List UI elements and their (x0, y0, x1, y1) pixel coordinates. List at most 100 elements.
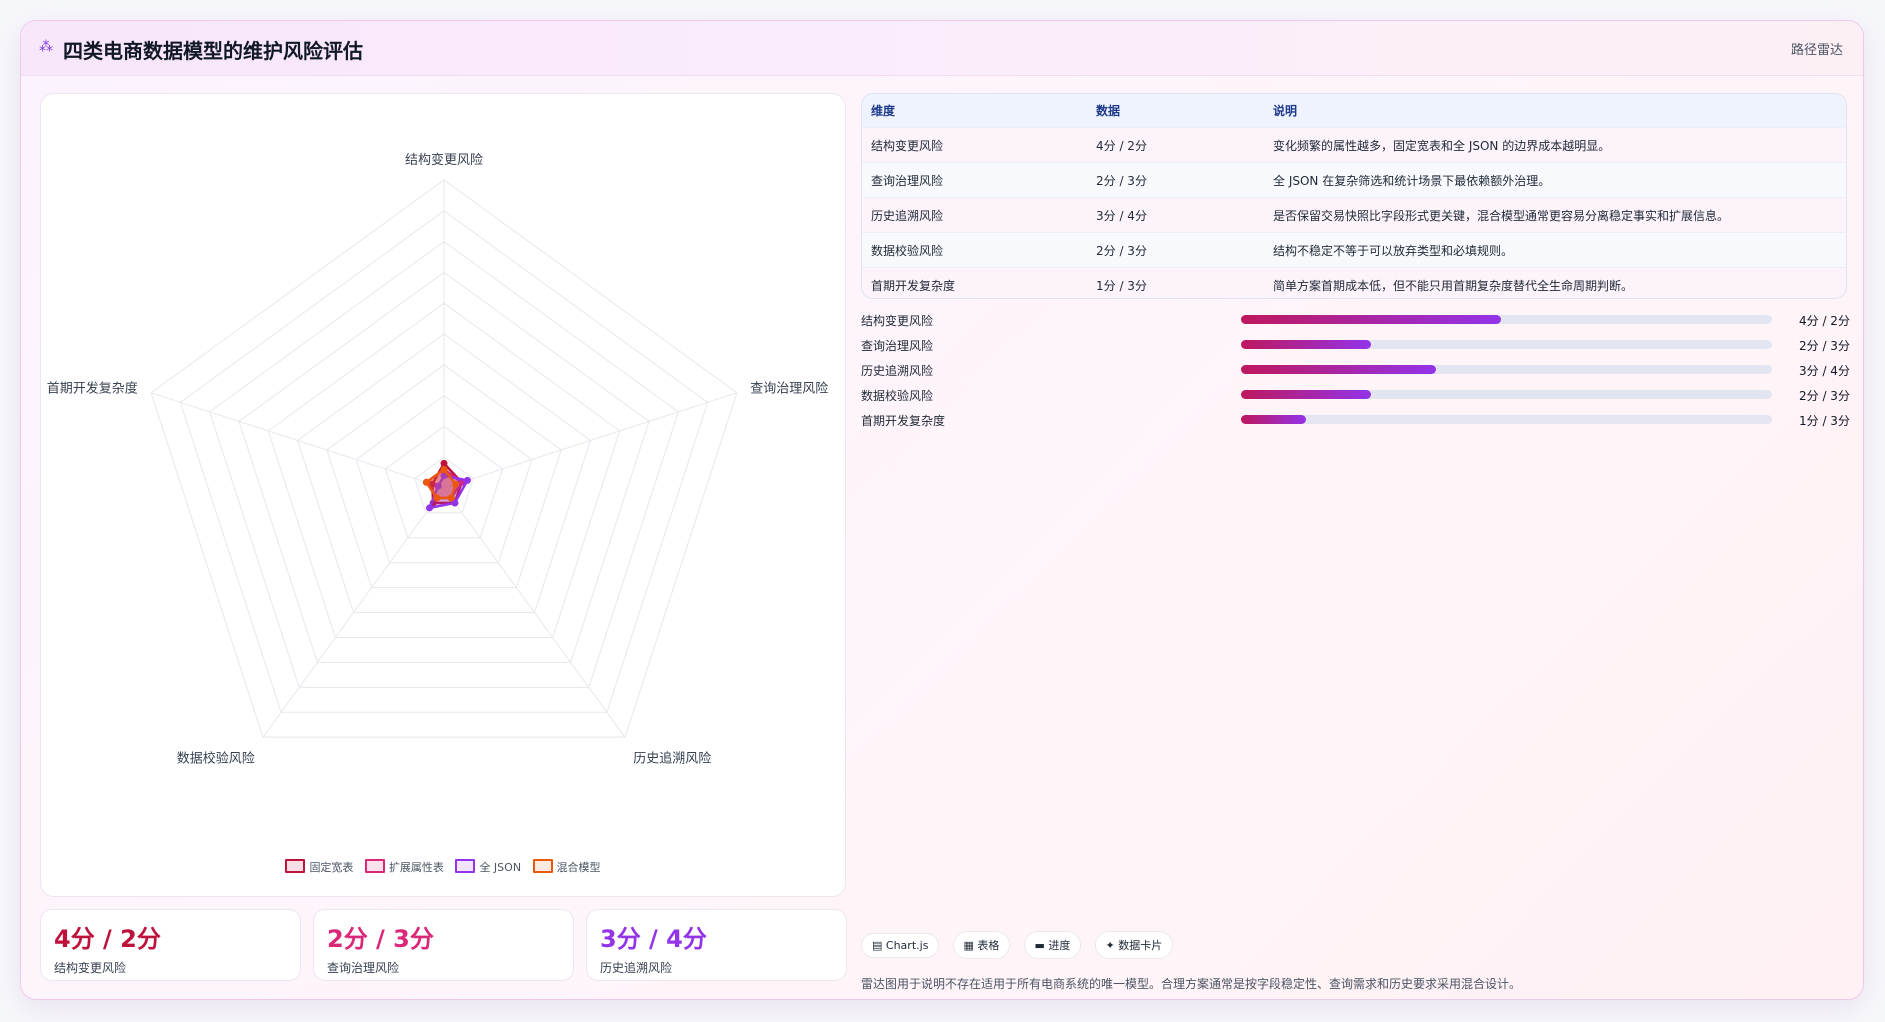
progress-track (1241, 365, 1772, 374)
radar-point (440, 472, 448, 480)
progress-label: 数据校验风险 (861, 389, 934, 403)
progress-value: 2分 / 3分 (1799, 389, 1850, 403)
page-title: 四类电商数据模型的维护风险评估 (63, 39, 363, 63)
chip-label: 进度 (1048, 939, 1071, 952)
legend-item-3[interactable]: 混合模型 (532, 859, 601, 875)
chip-label: 表格 (977, 939, 1000, 952)
progress-track (1241, 315, 1772, 324)
radar-point (463, 476, 471, 484)
radar-spoke (443, 392, 738, 489)
radar-grid-ring (238, 271, 650, 663)
cell-data: 2分 / 3分 (1087, 232, 1264, 268)
radar-spoke (150, 392, 445, 489)
cell-dimension: 查询治理风险 (862, 162, 1087, 198)
cell-description: 简单方案首期成本低，但不能只用首期复杂度替代全生命周期判断。 (1264, 267, 1846, 298)
radar-grid-ring (209, 240, 679, 688)
progress-label: 首期开发复杂度 (861, 414, 946, 428)
progress-row: 首期开发复杂度 1分 / 3分 (861, 408, 1851, 433)
radar-axis-label: 首期开发复杂度 (47, 380, 138, 396)
report-card: ⁂ 四类电商数据模型的维护风险评估 路径雷达 结构变更风险 查询治理风险 历史追溯风… (20, 20, 1864, 1000)
radar-grid-ring (296, 333, 592, 614)
footer-note: 雷达图用于说明不存在适用于所有电商系统的唯一模型。合理方案通常是按字段稳定性、查… (861, 977, 1522, 991)
progress-value: 3分 / 4分 (1799, 364, 1850, 378)
legend-swatch (455, 859, 476, 873)
legend-label: 混合模型 (556, 861, 601, 874)
cell-dimension: 首期开发复杂度 (862, 267, 1087, 298)
legend-label: 固定宽表 (309, 861, 354, 874)
chip-progress[interactable]: ▬ 进度 (1023, 931, 1082, 959)
cell-data: 1分 / 3分 (1087, 267, 1264, 298)
progress-fill (1241, 340, 1372, 349)
legend-item-0[interactable]: 固定宽表 (285, 859, 353, 875)
cell-description: 是否保留交易快照比字段形式更关键，混合模型通常更容易分离稳定事实和扩展信息。 (1264, 197, 1846, 233)
progress-label: 查询治理风险 (861, 339, 934, 353)
chart-legend: 固定宽表 扩展属性表 全 JSON 混合模型 (41, 859, 845, 875)
progress-fill (1241, 365, 1436, 374)
progress-fill (1241, 315, 1502, 324)
radar-axis-label: 结构变更风险 (405, 152, 483, 168)
chip-data-card[interactable]: ✦ 数据卡片 (1094, 931, 1174, 959)
table-row: 首期开发复杂度 1分 / 3分 简单方案首期成本低，但不能只用首期复杂度替代全生… (862, 267, 1846, 298)
progress-value: 1分 / 3分 (1799, 414, 1850, 428)
legend-item-1[interactable]: 扩展属性表 (364, 859, 444, 875)
progress-track (1241, 340, 1772, 349)
chip-table[interactable]: ▦ 表格 (952, 931, 1011, 959)
table-row: 查询治理风险 2分 / 3分 全 JSON 在复杂筛选和统计场景下最依赖额外治理… (862, 162, 1846, 198)
legend-label: 扩展属性表 (388, 861, 444, 874)
cell-dimension: 历史追溯风险 (862, 197, 1087, 233)
progress-row: 结构变更风险 4分 / 2分 (861, 308, 1851, 333)
legend-swatch (285, 859, 306, 873)
radar-axis-label: 查询治理风险 (750, 381, 828, 396)
progress-fill (1241, 390, 1372, 399)
radar-point (452, 480, 460, 488)
legend-swatch (364, 859, 385, 873)
radar-grid-ring (414, 456, 474, 514)
table-row: 结构变更风险 4分 / 2分 变化频繁的属性越多，固定宽表和全 JSON 的边界… (862, 127, 1846, 163)
table-icon: ▦ (963, 939, 974, 952)
column-header-data: 数据 (1087, 94, 1264, 128)
cell-dimension: 数据校验风险 (862, 232, 1087, 268)
radar-grid-ring (150, 179, 738, 738)
progress-bars: 结构变更风险 4分 / 2分 查询治理风险 2分 / 3分 历史追溯风险 3分 … (861, 308, 1851, 433)
radar-point (434, 482, 442, 490)
table-header-row: 维度 数据 说明 (862, 94, 1846, 128)
progress-label: 结构变更风险 (861, 314, 934, 328)
radar-grid-ring (384, 425, 504, 539)
progress-label: 历史追溯风险 (861, 364, 934, 378)
column-header-dimension: 维度 (862, 94, 1087, 128)
header-tag: 路径雷达 (1790, 43, 1843, 58)
legend-item-2[interactable]: 全 JSON (455, 859, 521, 875)
chip-label: 数据卡片 (1118, 939, 1163, 952)
kpi-value: 3分 / 4分 (600, 925, 707, 953)
radar-chart-panel: 结构变更风险 查询治理风险 历史追溯风险 数据校验风险 首期开发复杂度 固定宽表 扩展属… (40, 93, 846, 897)
cell-data: 4分 / 2分 (1087, 127, 1264, 163)
kpi-card-0: 4分 / 2分 结构变更风险 (40, 909, 301, 981)
cell-description: 全 JSON 在复杂筛选和统计场景下最依赖额外治理。 (1264, 162, 1846, 198)
kpi-value: 2分 / 3分 (327, 925, 434, 953)
radar-point (433, 494, 441, 502)
cell-description: 变化频繁的属性越多，固定宽表和全 JSON 的边界成本越明显。 (1264, 127, 1846, 163)
radar-axis-label: 历史追溯风险 (633, 751, 711, 767)
chip-chartjs[interactable]: ▤ Chart.js (861, 933, 940, 958)
table-row: 历史追溯风险 3分 / 4分 是否保留交易快照比字段形式更关键，混合模型通常更容… (862, 197, 1846, 233)
radar-point (440, 459, 448, 467)
radar-point (422, 478, 430, 486)
kpi-value: 4分 / 2分 (54, 925, 161, 953)
card-header: ⁂ 四类电商数据模型的维护风险评估 路径雷达 (21, 21, 1863, 76)
progress-track (1241, 390, 1772, 399)
progress-row: 查询治理风险 2分 / 3分 (861, 333, 1851, 358)
column-header-description: 说明 (1264, 94, 1846, 128)
kpi-label: 查询治理风险 (327, 961, 400, 975)
chart-icon: ▤ (872, 939, 883, 952)
cell-data: 3分 / 4分 (1087, 197, 1264, 233)
progress-row: 数据校验风险 2分 / 3分 (861, 383, 1851, 408)
kpi-label: 结构变更风险 (54, 961, 127, 975)
kpi-label: 历史追溯风险 (600, 961, 673, 975)
kpi-card-2: 3分 / 4分 历史追溯风险 (586, 909, 847, 981)
cell-dimension: 结构变更风险 (862, 127, 1087, 163)
card-icon: ✦ (1105, 939, 1115, 952)
progress-track (1241, 415, 1772, 424)
legend-label: 全 JSON (479, 861, 522, 874)
chip-label: Chart.js (885, 939, 929, 952)
